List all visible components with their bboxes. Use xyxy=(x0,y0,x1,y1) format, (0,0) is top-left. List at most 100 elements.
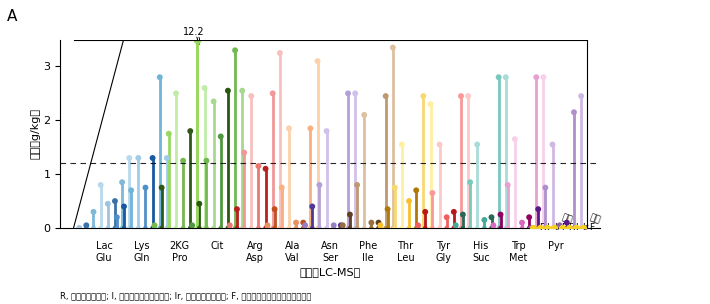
Y-axis label: 濃度（g/kg）: 濃度（g/kg） xyxy=(31,108,40,159)
Point xyxy=(479,226,490,230)
Point xyxy=(450,226,462,230)
Point xyxy=(95,182,106,187)
Point xyxy=(208,226,219,230)
Point xyxy=(161,156,173,161)
Point xyxy=(441,215,452,220)
Point xyxy=(396,226,408,230)
Point xyxy=(262,226,273,230)
Text: Asp: Asp xyxy=(246,253,264,263)
Point xyxy=(154,226,165,230)
Point xyxy=(274,50,285,55)
Point xyxy=(525,226,537,230)
Point xyxy=(154,75,165,80)
Point xyxy=(535,226,546,230)
Point xyxy=(448,226,459,230)
Point xyxy=(420,209,431,214)
Point xyxy=(199,226,210,230)
Point xyxy=(493,75,504,80)
Text: 成分（LC-MS）: 成分（LC-MS） xyxy=(300,267,361,277)
Point xyxy=(147,156,158,161)
Point xyxy=(124,156,135,161)
Point xyxy=(568,110,579,115)
Text: Met: Met xyxy=(509,253,528,263)
Point xyxy=(102,226,114,230)
Point xyxy=(410,188,422,193)
Point xyxy=(274,226,285,230)
Point xyxy=(537,75,549,80)
Point xyxy=(448,209,459,214)
Point xyxy=(187,226,198,230)
Point xyxy=(420,226,431,230)
Point xyxy=(335,223,346,228)
Text: Gly: Gly xyxy=(435,253,451,263)
Text: Phe: Phe xyxy=(359,241,377,251)
Text: I: I xyxy=(547,223,549,233)
Point xyxy=(81,226,92,230)
Point xyxy=(380,226,391,230)
Point xyxy=(149,223,160,228)
Point xyxy=(147,226,158,230)
Point xyxy=(351,182,363,187)
Point xyxy=(359,112,370,117)
Point xyxy=(312,226,323,230)
Point xyxy=(102,201,114,206)
Point xyxy=(231,226,243,230)
Point xyxy=(516,220,528,225)
Point xyxy=(502,182,513,187)
Point xyxy=(335,226,346,230)
Point xyxy=(312,59,323,64)
Point xyxy=(300,223,311,228)
Point xyxy=(246,226,257,230)
Text: Gln: Gln xyxy=(133,253,150,263)
Point xyxy=(532,207,544,212)
Point xyxy=(109,199,121,203)
Text: Ir: Ir xyxy=(582,223,589,233)
Text: F: F xyxy=(589,223,594,233)
Point xyxy=(140,226,151,230)
Point xyxy=(185,226,196,230)
Point xyxy=(523,215,535,220)
Point xyxy=(314,226,325,230)
Point xyxy=(81,223,92,228)
Point xyxy=(178,158,189,163)
Point xyxy=(283,226,295,230)
Point xyxy=(337,226,349,230)
Point xyxy=(229,226,241,230)
Point xyxy=(486,215,497,220)
Point xyxy=(178,226,189,230)
Point xyxy=(133,156,144,161)
Point xyxy=(500,226,511,230)
Point xyxy=(328,226,339,230)
Point xyxy=(375,223,386,228)
Point xyxy=(479,217,490,222)
Point xyxy=(163,131,175,136)
Point xyxy=(349,226,361,230)
Point xyxy=(382,207,393,212)
Point xyxy=(140,185,151,190)
Point xyxy=(441,226,452,230)
Text: Tyr: Tyr xyxy=(436,241,450,251)
Text: 12.2: 12.2 xyxy=(183,27,204,37)
Point xyxy=(575,94,586,98)
Point xyxy=(156,185,168,190)
Point xyxy=(380,94,391,98)
Point xyxy=(450,223,462,228)
Text: Glu: Glu xyxy=(96,253,112,263)
Point xyxy=(231,207,243,212)
Text: Pro: Pro xyxy=(172,253,187,263)
Point xyxy=(337,223,349,228)
Point xyxy=(540,185,551,190)
Point xyxy=(133,226,144,230)
Point xyxy=(161,226,173,230)
Point xyxy=(359,226,370,230)
Point xyxy=(119,226,130,230)
Text: Ile: Ile xyxy=(362,253,373,263)
Point xyxy=(267,226,278,230)
Point xyxy=(321,226,332,230)
Text: I: I xyxy=(575,223,578,233)
Point xyxy=(570,226,581,230)
Point xyxy=(126,226,137,230)
Text: ≈: ≈ xyxy=(192,33,204,44)
Point xyxy=(396,142,408,147)
Point xyxy=(194,201,205,206)
